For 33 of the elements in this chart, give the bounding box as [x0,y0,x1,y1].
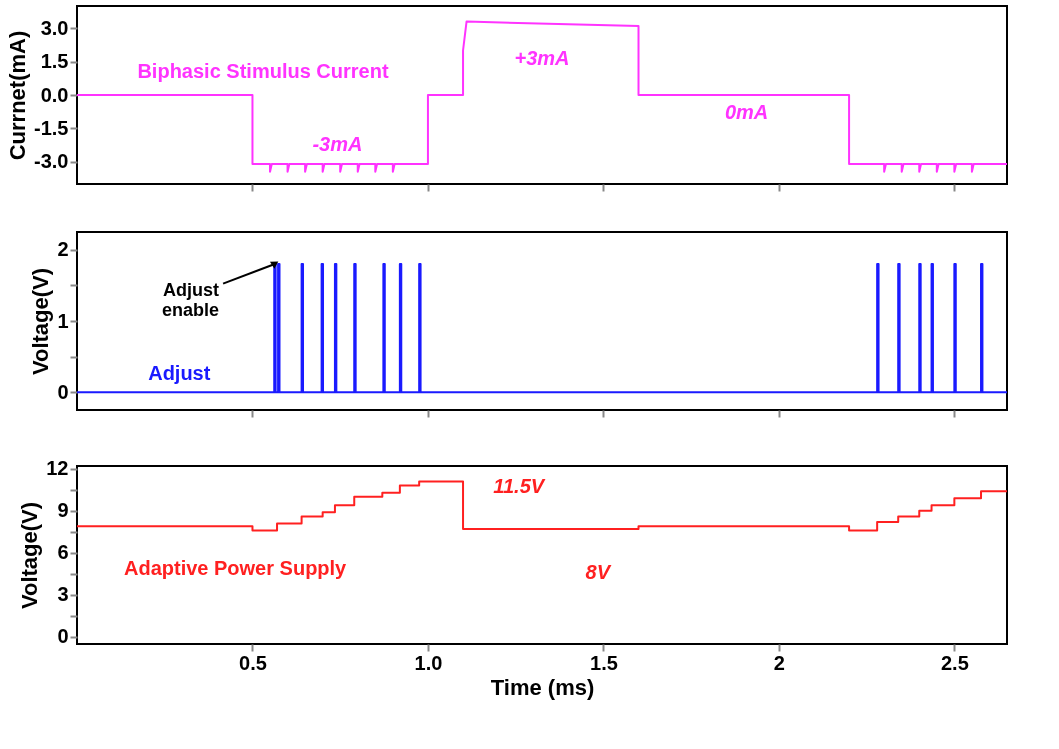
line-series [76,20,1008,173]
y-tick-label: 2 [57,238,69,261]
y-tick-label: -1.5 [34,116,69,139]
y-tick-label: 0 [57,625,69,648]
y-tick-label: 0.0 [40,83,69,106]
annotation: 8V [585,560,612,583]
y-tick-label: 1.5 [40,50,69,73]
y-tick-label: 6 [57,541,69,564]
x-axis-title: Time (ms) [490,674,595,700]
series-label: Biphasic Stimulus Current [137,59,389,82]
x-tick-label: 1.5 [590,651,618,674]
x-tick-label: 1.0 [414,651,443,674]
y-tick-label: 1 [57,309,69,332]
annotation: +3mA [514,47,570,70]
y-tick-label: 3.0 [40,16,69,39]
x-tick-label: 0.5 [239,651,267,674]
series-label: Adjust [148,362,211,385]
x-tick-label: 2.5 [940,651,969,674]
y-axis-title: Voltage(V) [17,501,43,610]
annotation: -3mA [312,132,363,155]
y-tick-label: 12 [46,457,69,480]
y-tick-label: 3 [57,583,69,606]
y-tick-label: -3.0 [34,150,69,173]
annotation: Adjust enable [162,279,220,320]
y-tick-label: 0 [57,380,69,403]
annotation: 0mA [724,100,769,123]
line-series [76,480,1008,532]
x-tick-label: 2 [773,651,785,674]
annotation: 11.5V [493,475,546,498]
y-axis-title: Voltage(V) [28,267,54,376]
y-tick-label: 9 [57,499,69,522]
y-axis-title: Currnet(mA) [5,30,31,161]
series-label: Adaptive Power Supply [123,557,348,580]
